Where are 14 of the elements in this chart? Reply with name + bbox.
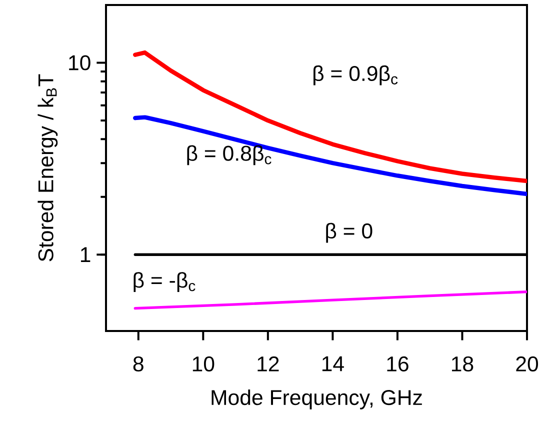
series-label: β = 0.8β$_{c}$ [187, 145, 272, 166]
x-tick-label: 18 [452, 356, 474, 372]
x-tick-label: 14 [322, 356, 344, 372]
x-tick-label: 16 [387, 356, 408, 372]
x-tick-label: 12 [258, 356, 279, 372]
x-axis-title: Mode Frequency, GHz [212, 389, 422, 410]
series-label: β = -β$_{c}$ [134, 272, 196, 292]
x-tick-label: 10 [192, 356, 214, 372]
y-axis-title: Stored Energy / k$_{B}$T [38, 74, 58, 262]
text: β = 0.9β$_{c}$ [314, 65, 398, 86]
x-tick-label: 20 [516, 356, 538, 372]
x-tick-label: 8 [133, 356, 144, 372]
y-tick-label: 1 [80, 247, 90, 262]
series-label: β = 0 [326, 222, 372, 243]
